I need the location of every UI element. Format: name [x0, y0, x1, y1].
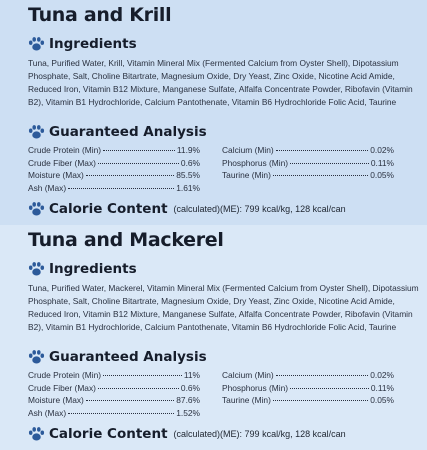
ingredients-text: Tuna, Purified Water, Krill, Vitamin Min…	[28, 58, 413, 107]
dot-leader	[103, 150, 175, 151]
analysis-row: Ash (Max) 1.52%	[28, 408, 200, 421]
nutrient-value: 0.6%	[180, 157, 200, 168]
paw-icon	[28, 125, 45, 139]
analysis-row: Phosphorus (Min) 0.11%	[222, 383, 394, 396]
heading-text: Guaranteed Analysis	[49, 124, 207, 140]
nutrient-value: 0.6%	[180, 382, 200, 393]
heading-text: Ingredients	[49, 261, 137, 277]
section-heading: Ingredients	[28, 35, 137, 53]
analysis-row: Crude Protein (Min) 11%	[28, 370, 200, 383]
ingredients-text: Tuna, Purified Water, Mackerel, Vitamin …	[28, 283, 419, 332]
dot-leader	[290, 162, 369, 164]
nutrient-label: Ash (Max)	[28, 182, 67, 193]
analysis-row: Taurine (Min) 0.05%	[222, 170, 394, 183]
nutrient-value: 1.52%	[176, 407, 200, 418]
section-heading: Ingredients	[28, 260, 137, 278]
nutrient-value: 0.11%	[370, 382, 394, 393]
nutrient-label: Crude Fiber (Max)	[28, 157, 96, 168]
nutrient-label: Taurine (Min)	[222, 170, 271, 181]
nutrient-label: Ash (Max)	[28, 407, 67, 418]
calorie-text: (calculated)(ME): 799 kcal/kg, 128 kcal/…	[173, 429, 346, 439]
analysis-row: Moisture (Max) 87.6%	[28, 395, 200, 408]
nutrient-value: 0.02%	[370, 145, 394, 155]
dot-leader	[85, 175, 175, 177]
nutrient-value: 87.6%	[176, 395, 200, 406]
dot-leader	[290, 387, 369, 389]
paw-icon	[28, 427, 45, 441]
dot-leader	[275, 375, 369, 376]
dot-leader	[97, 387, 179, 389]
dot-leader	[97, 162, 179, 164]
product-title: Tuna and Mackerel	[28, 229, 224, 251]
section-heading: Calorie Content (calculated)(ME): 799 kca…	[28, 200, 346, 218]
heading-text: Calorie Content	[49, 426, 168, 442]
nutrient-label: Moisture (Max)	[28, 395, 84, 406]
analysis-row: Phosphorus (Min) 0.11%	[222, 158, 394, 171]
analysis-row: Crude Fiber (Max) 0.6%	[28, 383, 200, 396]
analysis-row: Crude Fiber (Max) 0.6%	[28, 158, 200, 171]
paw-icon	[28, 202, 45, 216]
dot-leader	[68, 187, 175, 189]
product-section: Tuna and Krill Ingredients Tuna, Purified …	[0, 0, 427, 225]
dot-leader	[103, 375, 182, 376]
analysis-row: Crude Protein (Min) 11.9%	[28, 145, 200, 158]
dot-leader	[275, 150, 369, 151]
calorie-text: (calculated)(ME): 799 kcal/kg, 128 kcal/…	[173, 204, 346, 214]
dot-leader	[272, 175, 369, 177]
nutrient-label: Crude Protein (Min)	[28, 370, 102, 380]
product-title: Tuna and Krill	[28, 4, 172, 26]
nutrient-value: 0.11%	[370, 157, 394, 168]
analysis-column: Crude Protein (Min) 11% Crude Fiber (Max) 0…	[28, 370, 200, 420]
nutrient-label: Crude Protein (Min)	[28, 145, 102, 155]
analysis-row: Moisture (Max) 85.5%	[28, 170, 200, 183]
paw-icon	[28, 37, 45, 51]
dot-leader	[68, 412, 175, 414]
nutrient-value: 0.02%	[370, 370, 394, 380]
heading-text: Calorie Content	[49, 201, 168, 217]
nutrient-value: 85.5%	[176, 170, 200, 181]
section-heading: Calorie Content (calculated)(ME): 799 kca…	[28, 425, 346, 443]
paw-icon	[28, 350, 45, 364]
section-heading: Guaranteed Analysis	[28, 348, 207, 366]
analysis-row: Taurine (Min) 0.05%	[222, 395, 394, 408]
dot-leader	[85, 400, 175, 402]
dot-leader	[272, 400, 369, 402]
nutrient-value: 11.9%	[176, 145, 200, 155]
analysis-row: Ash (Max) 1.61%	[28, 183, 200, 196]
nutrient-value: 0.05%	[370, 395, 394, 406]
analysis-row: Calcium (Min) 0.02%	[222, 370, 394, 383]
nutrient-label: Taurine (Min)	[222, 395, 271, 406]
nutrient-label: Phosphorus (Min)	[222, 157, 289, 168]
analysis-row: Calcium (Min) 0.02%	[222, 145, 394, 158]
nutrient-value: 1.61%	[176, 182, 200, 193]
product-section: Tuna and Mackerel Ingredients Tuna, Purifi…	[0, 225, 427, 450]
analysis-column: Crude Protein (Min) 11.9% Crude Fiber (Max…	[28, 145, 200, 195]
nutrient-label: Phosphorus (Min)	[222, 382, 289, 393]
analysis-column: Calcium (Min) 0.02% Phosphorus (Min) 0.11% T…	[222, 370, 394, 408]
nutrient-value: 11%	[183, 370, 200, 380]
heading-text: Guaranteed Analysis	[49, 349, 207, 365]
nutrient-label: Moisture (Max)	[28, 170, 84, 181]
paw-icon	[28, 262, 45, 276]
heading-text: Ingredients	[49, 36, 137, 52]
nutrient-value: 0.05%	[370, 170, 394, 181]
section-heading: Guaranteed Analysis	[28, 123, 207, 141]
nutrient-label: Calcium (Min)	[222, 145, 274, 155]
nutrient-label: Calcium (Min)	[222, 370, 274, 380]
nutrient-label: Crude Fiber (Max)	[28, 382, 96, 393]
analysis-column: Calcium (Min) 0.02% Phosphorus (Min) 0.11% T…	[222, 145, 394, 183]
